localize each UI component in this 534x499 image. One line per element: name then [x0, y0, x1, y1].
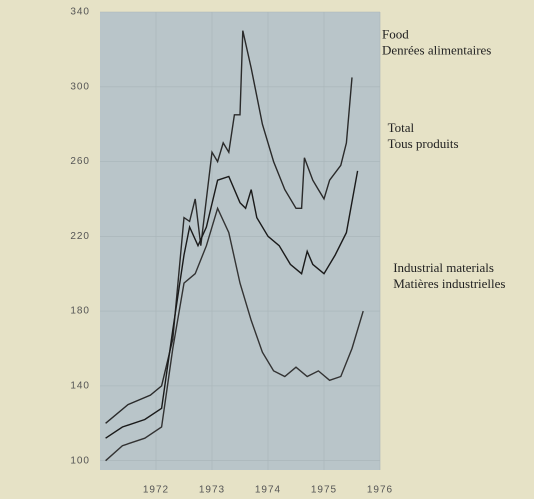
y-tick-label: 260	[70, 156, 90, 167]
series-line	[105, 206, 364, 462]
y-tick-label: 340	[70, 7, 90, 18]
series-label: Food	[382, 26, 409, 41]
x-tick-label: 1974	[255, 485, 281, 496]
x-tick-label: 1972	[143, 485, 169, 496]
series-label: Industrial materials	[393, 260, 494, 275]
y-tick-label: 300	[70, 81, 90, 92]
series-line	[105, 30, 353, 424]
series-label-fr: Matières industrielles	[393, 276, 505, 291]
plot-area	[100, 12, 380, 470]
y-tick-label: 100	[70, 455, 90, 466]
series-label: Total	[388, 120, 415, 135]
y-tick-label: 220	[70, 231, 90, 242]
series-line	[105, 170, 359, 439]
x-tick-label: 1975	[311, 485, 337, 496]
series-label-fr: Denrées alimentaires	[382, 42, 491, 57]
x-tick-label: 1976	[367, 485, 393, 496]
y-tick-label: 140	[70, 381, 90, 392]
series-label-fr: Tous produits	[388, 136, 459, 151]
y-tick-label: 180	[70, 306, 90, 317]
x-tick-label: 1973	[199, 485, 225, 496]
